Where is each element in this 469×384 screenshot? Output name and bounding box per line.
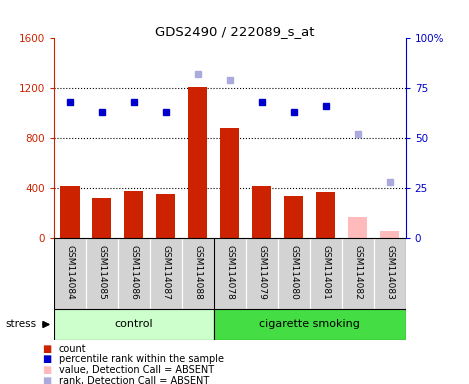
Bar <box>220 128 239 238</box>
Bar <box>252 186 272 238</box>
Text: control: control <box>114 319 153 329</box>
Bar <box>214 309 406 340</box>
Text: GSM114086: GSM114086 <box>129 245 138 300</box>
Bar <box>214 238 246 309</box>
Bar <box>118 238 150 309</box>
Text: GSM114083: GSM114083 <box>385 245 394 300</box>
Bar <box>61 186 80 238</box>
Text: ■: ■ <box>42 376 52 384</box>
Bar <box>54 309 214 340</box>
Bar <box>342 238 374 309</box>
Bar <box>188 87 207 238</box>
Bar <box>124 190 144 238</box>
Bar <box>348 217 367 238</box>
Text: GSM114080: GSM114080 <box>289 245 298 300</box>
Text: count: count <box>59 344 86 354</box>
Bar <box>380 230 399 238</box>
Bar <box>374 238 406 309</box>
Bar <box>182 238 214 309</box>
Bar <box>54 238 86 309</box>
Text: percentile rank within the sample: percentile rank within the sample <box>59 354 224 364</box>
Text: ■: ■ <box>42 344 52 354</box>
Text: GSM114084: GSM114084 <box>65 245 75 300</box>
Text: value, Detection Call = ABSENT: value, Detection Call = ABSENT <box>59 365 214 375</box>
Text: GSM114087: GSM114087 <box>161 245 170 300</box>
Bar <box>284 195 303 238</box>
Text: GSM114081: GSM114081 <box>321 245 330 300</box>
Bar <box>92 198 112 238</box>
Text: GSM114088: GSM114088 <box>193 245 202 300</box>
Text: GSM114079: GSM114079 <box>257 245 266 300</box>
Text: ■: ■ <box>42 365 52 375</box>
Bar <box>310 238 342 309</box>
Bar <box>156 194 175 238</box>
Bar <box>246 238 278 309</box>
Text: GSM114082: GSM114082 <box>353 245 362 300</box>
Text: GSM114078: GSM114078 <box>225 245 234 300</box>
Text: cigarette smoking: cigarette smoking <box>259 319 360 329</box>
Text: GSM114085: GSM114085 <box>98 245 106 300</box>
Bar <box>278 238 310 309</box>
Bar <box>316 192 335 238</box>
Text: stress: stress <box>6 319 37 329</box>
Bar <box>150 238 182 309</box>
Text: rank, Detection Call = ABSENT: rank, Detection Call = ABSENT <box>59 376 209 384</box>
Text: ■: ■ <box>42 354 52 364</box>
Text: GDS2490 / 222089_s_at: GDS2490 / 222089_s_at <box>155 25 314 38</box>
Bar <box>86 238 118 309</box>
